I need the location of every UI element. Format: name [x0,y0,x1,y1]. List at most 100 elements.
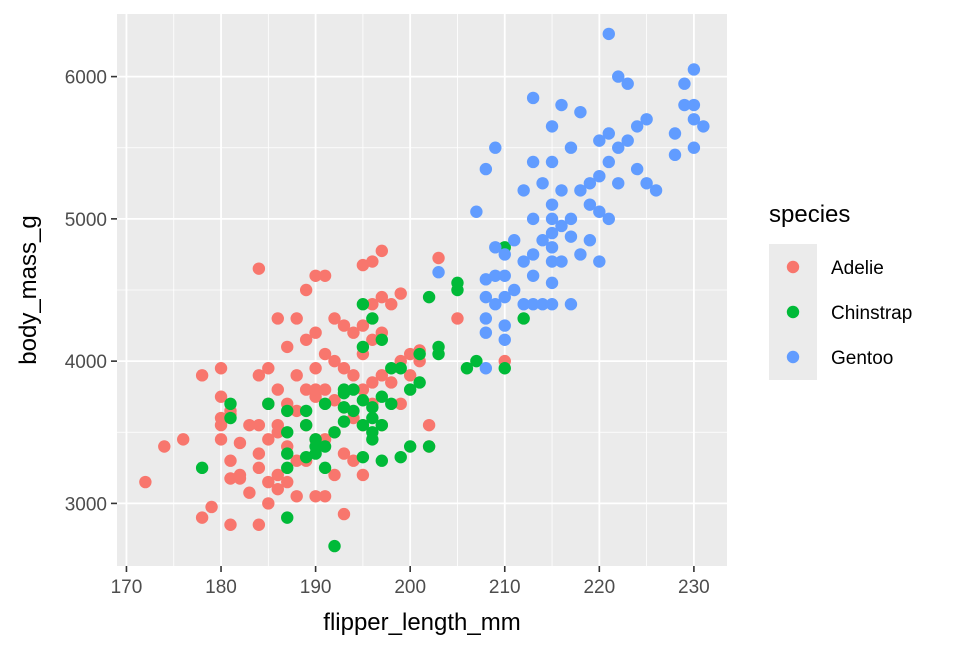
point-gentoo [678,98,691,112]
point-chinstrap [224,397,237,411]
point-adelie [318,383,332,396]
point-adelie [205,500,218,514]
point-chinstrap [385,362,398,375]
point-gentoo [479,326,493,339]
point-chinstrap [460,362,474,375]
y-axis-title: body_mass_g [15,215,42,364]
point-chinstrap [281,426,294,439]
point-adelie [233,436,247,450]
point-adelie [243,486,256,499]
point-chinstrap [299,418,313,432]
legend-label-adelie: Adelie [831,258,884,279]
point-adelie [385,298,398,311]
point-adelie [262,362,275,375]
point-adelie [337,319,351,332]
point-adelie [195,369,209,382]
point-gentoo [687,63,701,76]
point-adelie [309,269,322,282]
point-adelie [403,347,417,361]
x-tick-label: 170 [111,577,143,598]
point-gentoo [432,266,445,279]
point-chinstrap [195,461,209,475]
legend-title: species [769,201,850,228]
point-gentoo [479,290,493,304]
point-gentoo [545,226,559,240]
y-tick-label: 3000 [65,494,107,515]
point-adelie [347,326,360,339]
point-chinstrap [337,386,351,400]
point-chinstrap [385,397,398,411]
point-gentoo [612,177,625,190]
point-gentoo [555,255,568,268]
point-chinstrap [413,347,426,361]
point-adelie [318,490,332,503]
point-chinstrap [318,461,332,475]
point-adelie [158,440,171,453]
point-gentoo [526,248,540,261]
point-adelie [252,262,266,275]
point-chinstrap [366,433,379,446]
point-chinstrap [375,454,389,467]
point-adelie [356,319,370,332]
point-chinstrap [328,539,341,553]
point-chinstrap [366,411,379,425]
point-chinstrap [318,397,332,411]
point-adelie [290,369,303,382]
point-gentoo [526,91,540,105]
point-adelie [290,404,303,418]
point-gentoo [489,298,502,311]
point-adelie [252,461,266,475]
point-gentoo [630,162,644,176]
point-adelie [224,454,237,467]
legend-label-gentoo: Gentoo [831,348,893,369]
y-tick-label: 4000 [65,352,107,373]
point-adelie [233,468,247,482]
point-chinstrap [262,397,275,411]
axes: 170 180 190 200 210 220 230 3000 4000 5000 6000 [65,68,710,598]
point-adelie [290,490,303,503]
point-adelie [328,394,341,407]
point-adelie [394,397,407,411]
point-gentoo [697,120,710,133]
point-adelie [366,255,379,268]
point-gentoo [470,205,483,218]
x-axis-title: flipper_length_mm [323,609,520,636]
point-adelie [309,326,322,339]
point-adelie [347,454,360,467]
point-gentoo [687,141,701,154]
point-adelie [375,290,389,304]
point-chinstrap [281,447,294,460]
point-gentoo [508,234,521,247]
point-chinstrap [281,511,294,524]
point-chinstrap [299,450,313,464]
point-gentoo [526,212,540,226]
point-gentoo [545,198,559,211]
point-gentoo [640,177,653,190]
point-gentoo [621,134,634,147]
point-adelie [214,418,228,432]
point-adelie [318,269,332,282]
point-adelie [195,511,209,524]
point-adelie [252,418,266,432]
point-chinstrap [470,354,483,368]
point-gentoo [479,362,493,375]
point-chinstrap [347,383,360,396]
point-adelie [309,383,322,396]
point-adelie [318,347,332,361]
point-gentoo [545,255,559,268]
point-adelie [252,518,266,531]
point-chinstrap [451,283,464,297]
point-chinstrap [422,440,436,453]
point-chinstrap [394,362,407,375]
x-tick-label: 180 [205,577,237,598]
point-gentoo [545,298,559,311]
point-gentoo [545,212,559,226]
point-chinstrap [337,415,351,428]
point-gentoo [489,141,502,154]
point-adelie [375,244,389,258]
point-adelie [271,468,284,482]
point-chinstrap [356,394,370,407]
point-chinstrap [394,450,407,464]
point-adelie [422,418,436,432]
point-chinstrap [498,362,511,375]
